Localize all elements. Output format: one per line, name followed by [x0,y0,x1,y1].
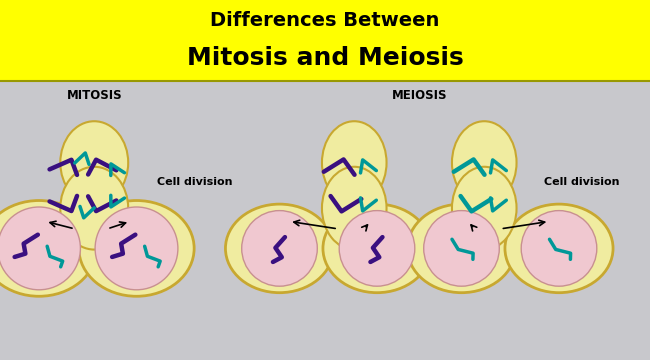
Ellipse shape [452,121,517,204]
Text: Differences Between: Differences Between [211,11,439,30]
Ellipse shape [0,201,97,296]
Ellipse shape [60,121,128,204]
Ellipse shape [505,204,613,293]
Ellipse shape [408,204,515,293]
Ellipse shape [60,167,128,249]
Ellipse shape [79,201,194,296]
Ellipse shape [521,211,597,286]
Ellipse shape [452,167,517,249]
Ellipse shape [322,167,387,249]
Ellipse shape [339,211,415,286]
Ellipse shape [0,207,81,290]
Text: MITOSIS: MITOSIS [66,89,122,102]
Ellipse shape [226,204,333,293]
Text: Cell division: Cell division [544,177,619,187]
Text: MEIOSIS: MEIOSIS [391,89,447,102]
Text: Cell division: Cell division [157,177,233,187]
Ellipse shape [424,211,499,286]
Bar [0,0,650,81]
Ellipse shape [95,207,178,290]
Ellipse shape [322,121,387,204]
Ellipse shape [323,204,431,293]
Ellipse shape [242,211,317,286]
Text: Mitosis and Meiosis: Mitosis and Meiosis [187,46,463,70]
